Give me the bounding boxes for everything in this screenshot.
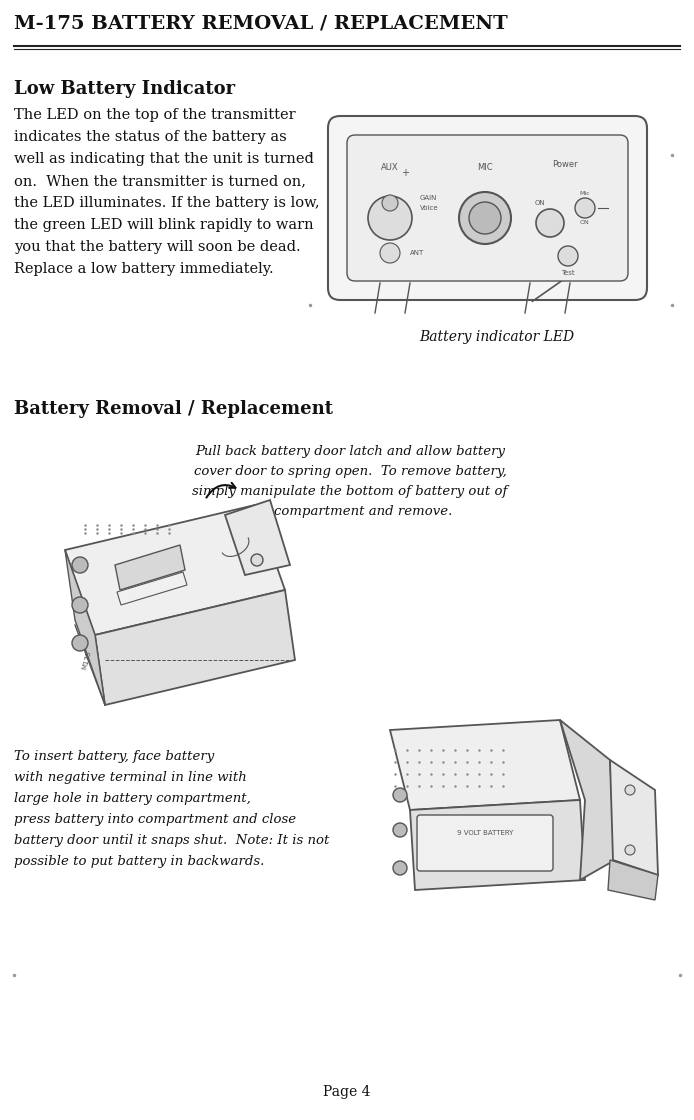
Circle shape bbox=[575, 198, 595, 218]
Text: the green LED will blink rapidly to warn: the green LED will blink rapidly to warn bbox=[14, 218, 314, 232]
Text: the compartment and remove.: the compartment and remove. bbox=[248, 505, 452, 517]
Circle shape bbox=[393, 788, 407, 802]
FancyBboxPatch shape bbox=[328, 116, 647, 300]
Text: ON: ON bbox=[580, 220, 590, 225]
Polygon shape bbox=[225, 500, 290, 575]
Text: +: + bbox=[401, 168, 409, 178]
Circle shape bbox=[72, 557, 88, 573]
Polygon shape bbox=[560, 720, 615, 880]
Polygon shape bbox=[608, 860, 658, 900]
Text: on.  When the transmitter is turned on,: on. When the transmitter is turned on, bbox=[14, 174, 306, 188]
Text: Pull back battery door latch and allow battery: Pull back battery door latch and allow b… bbox=[195, 445, 505, 458]
Circle shape bbox=[625, 785, 635, 795]
Text: press battery into compartment and close: press battery into compartment and close bbox=[14, 813, 296, 827]
Circle shape bbox=[368, 196, 412, 240]
Polygon shape bbox=[115, 545, 185, 590]
Text: Replace a low battery immediately.: Replace a low battery immediately. bbox=[14, 262, 273, 276]
Polygon shape bbox=[390, 720, 580, 810]
Circle shape bbox=[536, 209, 564, 237]
Text: Test: Test bbox=[561, 270, 575, 276]
Circle shape bbox=[459, 192, 511, 244]
FancyBboxPatch shape bbox=[417, 815, 553, 871]
Text: M-175 BATTERY REMOVAL / REPLACEMENT: M-175 BATTERY REMOVAL / REPLACEMENT bbox=[14, 15, 508, 32]
Circle shape bbox=[625, 844, 635, 855]
Circle shape bbox=[469, 202, 501, 234]
Text: 9 VOLT BATTERY: 9 VOLT BATTERY bbox=[457, 830, 513, 836]
Text: the LED illuminates. If the battery is low,: the LED illuminates. If the battery is l… bbox=[14, 196, 320, 211]
Text: Page 4: Page 4 bbox=[323, 1085, 371, 1099]
Circle shape bbox=[393, 823, 407, 837]
Text: MIC: MIC bbox=[477, 164, 493, 172]
Text: well as indicating that the unit is turned: well as indicating that the unit is turn… bbox=[14, 152, 314, 166]
Text: The LED on the top of the transmitter: The LED on the top of the transmitter bbox=[14, 108, 296, 122]
Text: ANT: ANT bbox=[410, 250, 424, 256]
Text: indicates the status of the battery as: indicates the status of the battery as bbox=[14, 130, 287, 144]
Polygon shape bbox=[95, 590, 295, 704]
Circle shape bbox=[382, 195, 398, 211]
Text: you that the battery will soon be dead.: you that the battery will soon be dead. bbox=[14, 240, 301, 254]
Circle shape bbox=[380, 243, 400, 263]
FancyBboxPatch shape bbox=[347, 136, 628, 281]
Text: Voice: Voice bbox=[420, 205, 439, 211]
Text: cover door to spring open.  To remove battery,: cover door to spring open. To remove bat… bbox=[194, 465, 507, 478]
Text: possible to put battery in backwards.: possible to put battery in backwards. bbox=[14, 855, 264, 868]
Polygon shape bbox=[610, 760, 658, 875]
Text: M175: M175 bbox=[82, 650, 92, 670]
Text: Power: Power bbox=[552, 160, 578, 169]
Text: Battery Removal / Replacement: Battery Removal / Replacement bbox=[14, 400, 333, 418]
Polygon shape bbox=[410, 800, 585, 890]
Text: with negative terminal in line with: with negative terminal in line with bbox=[14, 771, 247, 784]
Text: To insert battery, face battery: To insert battery, face battery bbox=[14, 750, 214, 763]
Text: Battery indicator LED: Battery indicator LED bbox=[419, 330, 575, 344]
Text: GAIN: GAIN bbox=[420, 195, 437, 200]
Text: Mic: Mic bbox=[579, 192, 591, 196]
Polygon shape bbox=[117, 572, 187, 605]
Text: simply manipulate the bottom of battery out of: simply manipulate the bottom of battery … bbox=[192, 485, 508, 498]
Text: battery door until it snaps shut.  Note: It is not: battery door until it snaps shut. Note: … bbox=[14, 834, 330, 847]
Text: AUX: AUX bbox=[381, 164, 399, 172]
Circle shape bbox=[72, 597, 88, 613]
Circle shape bbox=[558, 246, 578, 267]
Text: ON: ON bbox=[534, 200, 545, 206]
Circle shape bbox=[393, 861, 407, 875]
Polygon shape bbox=[65, 550, 105, 704]
Circle shape bbox=[72, 635, 88, 651]
Polygon shape bbox=[65, 505, 285, 635]
Circle shape bbox=[251, 554, 263, 566]
Text: large hole in battery compartment,: large hole in battery compartment, bbox=[14, 792, 251, 805]
Text: Low Battery Indicator: Low Battery Indicator bbox=[14, 80, 235, 99]
